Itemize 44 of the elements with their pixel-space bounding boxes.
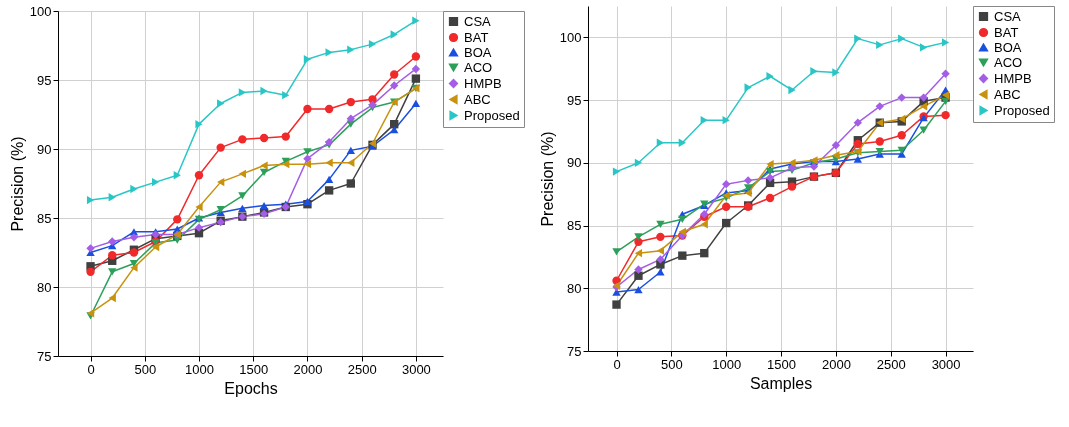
x-tick-label: 2500 (347, 361, 377, 377)
x-tick-label: 0 (87, 361, 95, 377)
x-tick-label: 500 (661, 356, 683, 372)
legend-label: ACO (464, 59, 493, 75)
y-tick-label: 80 (37, 279, 52, 295)
x-tick-label: 2000 (293, 361, 323, 377)
legend-label: CSA (464, 13, 492, 29)
legend-label: BOA (464, 44, 492, 60)
legend-label: CSA (994, 8, 1022, 24)
y-tick-label: 95 (567, 92, 582, 108)
y-axis-title: Precision (%) (538, 131, 556, 227)
y-tick-label: 85 (37, 210, 52, 226)
legend-label: ABC (994, 86, 1021, 102)
x-tick-label: 1000 (185, 361, 214, 377)
x-axis-title: Samples (749, 374, 813, 392)
x-tick-label: 500 (134, 361, 157, 377)
y-tick-label: 90 (567, 155, 582, 171)
legend-label: BAT (464, 29, 489, 45)
legend-label: HMPB (994, 70, 1032, 86)
x-tick-label: 1000 (712, 356, 742, 372)
x-tick-label: 0 (613, 356, 621, 372)
legend-label: Proposed (464, 107, 520, 123)
y-tick-label: 100 (29, 3, 52, 19)
y-tick-label: 75 (37, 348, 52, 364)
legend-label: HMPB (464, 75, 502, 91)
x-tick-label: 2500 (876, 356, 906, 372)
x-tick-label: 2000 (821, 356, 851, 372)
x-tick-label: 3000 (401, 361, 431, 377)
y-tick-label: 85 (567, 218, 582, 234)
legend-label: BAT (994, 24, 1019, 40)
x-tick-label: 3000 (931, 356, 961, 372)
y-axis-title: Precision (%) (8, 136, 26, 232)
legend-label: BOA (994, 39, 1022, 55)
legend-label: Proposed (994, 102, 1050, 118)
y-tick-label: 80 (567, 280, 582, 296)
legend-label: ACO (994, 54, 1023, 70)
legend-label: ABC (464, 91, 491, 107)
x-tick-label: 1500 (767, 356, 797, 372)
y-tick-label: 95 (37, 72, 52, 88)
x-tick-label: 1500 (239, 361, 269, 377)
y-tick-label: 90 (37, 141, 52, 157)
y-tick-label: 100 (559, 29, 582, 45)
x-axis-title: Epochs (224, 379, 278, 397)
y-tick-label: 75 (567, 343, 582, 359)
